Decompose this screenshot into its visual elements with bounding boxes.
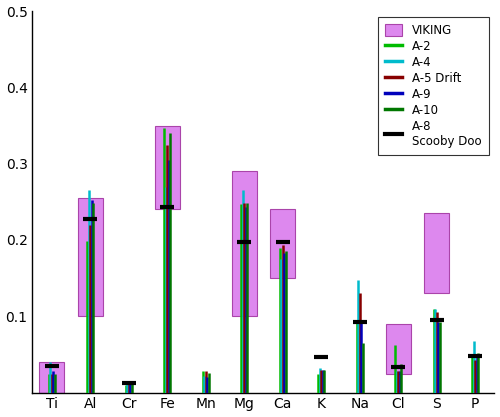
Bar [270,209,295,278]
Bar [386,324,410,374]
Bar [39,362,64,392]
Bar [424,213,449,294]
Bar [78,198,102,316]
Bar [232,171,256,316]
Legend: VIKING, A-2, A-4, A-5 Drift, A-9, A-10, A-8
Scooby Doo: VIKING, A-2, A-4, A-5 Drift, A-9, A-10, … [378,17,488,155]
Bar [154,126,180,209]
